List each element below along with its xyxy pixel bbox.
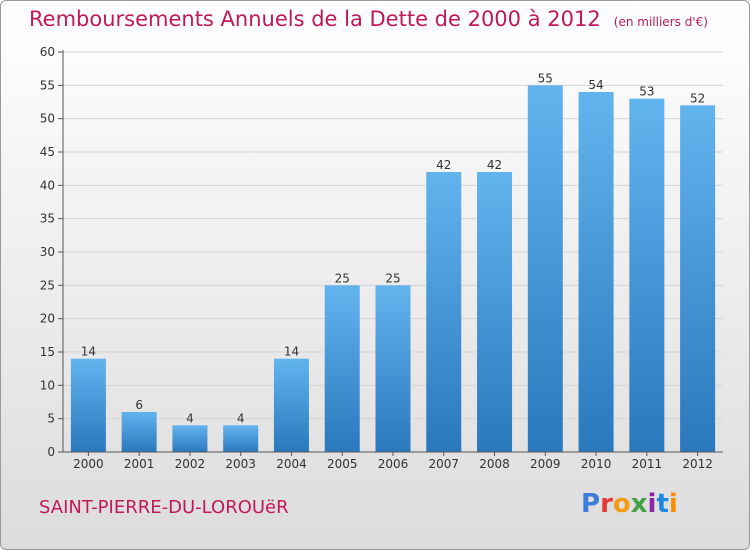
bar (273, 358, 309, 452)
bar-value-label: 14 (81, 345, 96, 359)
x-tick-label: 2011 (632, 457, 663, 471)
bar-value-label: 14 (284, 345, 299, 359)
bar-value-label: 54 (588, 78, 603, 92)
bar (223, 425, 259, 452)
bar (629, 98, 665, 453)
bar-value-label: 4 (186, 411, 194, 425)
chart-title: Remboursements Annuels de la Dette de 20… (29, 7, 601, 31)
x-tick-label: 2008 (479, 457, 510, 471)
bar (324, 285, 360, 452)
bar (375, 285, 411, 452)
bars: 14 6 4 4 14 25 25 42 42 55 54 53 52 (70, 71, 716, 453)
logo-letter: t (656, 489, 669, 519)
bar-value-label: 4 (237, 411, 245, 425)
bar-value-label: 25 (385, 271, 400, 285)
bar-value-label: 53 (639, 85, 654, 99)
bar (527, 85, 563, 452)
logo-letter: o (612, 489, 631, 519)
bar-value-label: 25 (335, 271, 350, 285)
bar (578, 92, 614, 452)
logo-letter: x (630, 489, 648, 519)
proxiti-logo: Proxiti (581, 489, 678, 519)
y-tick-label: 35 (40, 212, 55, 226)
y-tick-label: 25 (40, 278, 55, 292)
x-tick-label: 2001 (124, 457, 155, 471)
commune-name: SAINT-PIERRE-DU-LOROUëR (39, 497, 289, 518)
y-tick-label: 40 (40, 178, 55, 192)
chart-header: Remboursements Annuels de la Dette de 20… (29, 7, 708, 31)
y-tick-label: 0 (47, 445, 55, 459)
chart-unit: (en milliers d'€) (613, 15, 708, 29)
logo-letter: P (581, 489, 601, 519)
bar (70, 358, 106, 452)
x-tick-label: 2004 (276, 457, 307, 471)
axes: 0 5 10 15 20 25 30 35 40 45 50 55 60 2000 2001 2002 2003… (40, 45, 723, 471)
y-tick-label: 55 (40, 78, 55, 92)
bar-value-label: 42 (436, 158, 451, 172)
x-tick-label: 2002 (175, 457, 206, 471)
x-tick-label: 2003 (225, 457, 256, 471)
x-tick-label: 2000 (73, 457, 104, 471)
bar (426, 172, 462, 452)
y-tick-label: 15 (40, 345, 55, 359)
y-tick-label: 20 (40, 312, 55, 326)
bar (172, 425, 208, 452)
bar (121, 412, 157, 452)
bar-value-label: 6 (135, 398, 143, 412)
bar-value-label: 42 (487, 158, 502, 172)
y-tick-label: 30 (40, 245, 55, 259)
bar (680, 105, 716, 452)
bar-value-label: 52 (690, 91, 705, 105)
x-tick-label: 2007 (428, 457, 459, 471)
x-tick-label: 2009 (530, 457, 561, 471)
logo-letter: i (668, 489, 678, 519)
x-tick-label: 2005 (327, 457, 358, 471)
y-tick-label: 10 (40, 378, 55, 392)
bar-chart: 14 6 4 4 14 25 25 42 42 55 54 53 52 0 5 10 15 20 25 30 35 40… (40, 45, 723, 471)
y-tick-label: 45 (40, 145, 55, 159)
x-tick-label: 2010 (581, 457, 612, 471)
x-tick-label: 2006 (378, 457, 409, 471)
bar (477, 172, 513, 452)
y-tick-label: 50 (40, 112, 55, 126)
y-tick-label: 5 (47, 412, 55, 426)
bar-value-label: 55 (538, 71, 553, 85)
y-tick-label: 60 (40, 45, 55, 59)
logo-letter: r (600, 489, 613, 519)
logo-letter: i (647, 489, 657, 519)
x-tick-label: 2012 (682, 457, 713, 471)
